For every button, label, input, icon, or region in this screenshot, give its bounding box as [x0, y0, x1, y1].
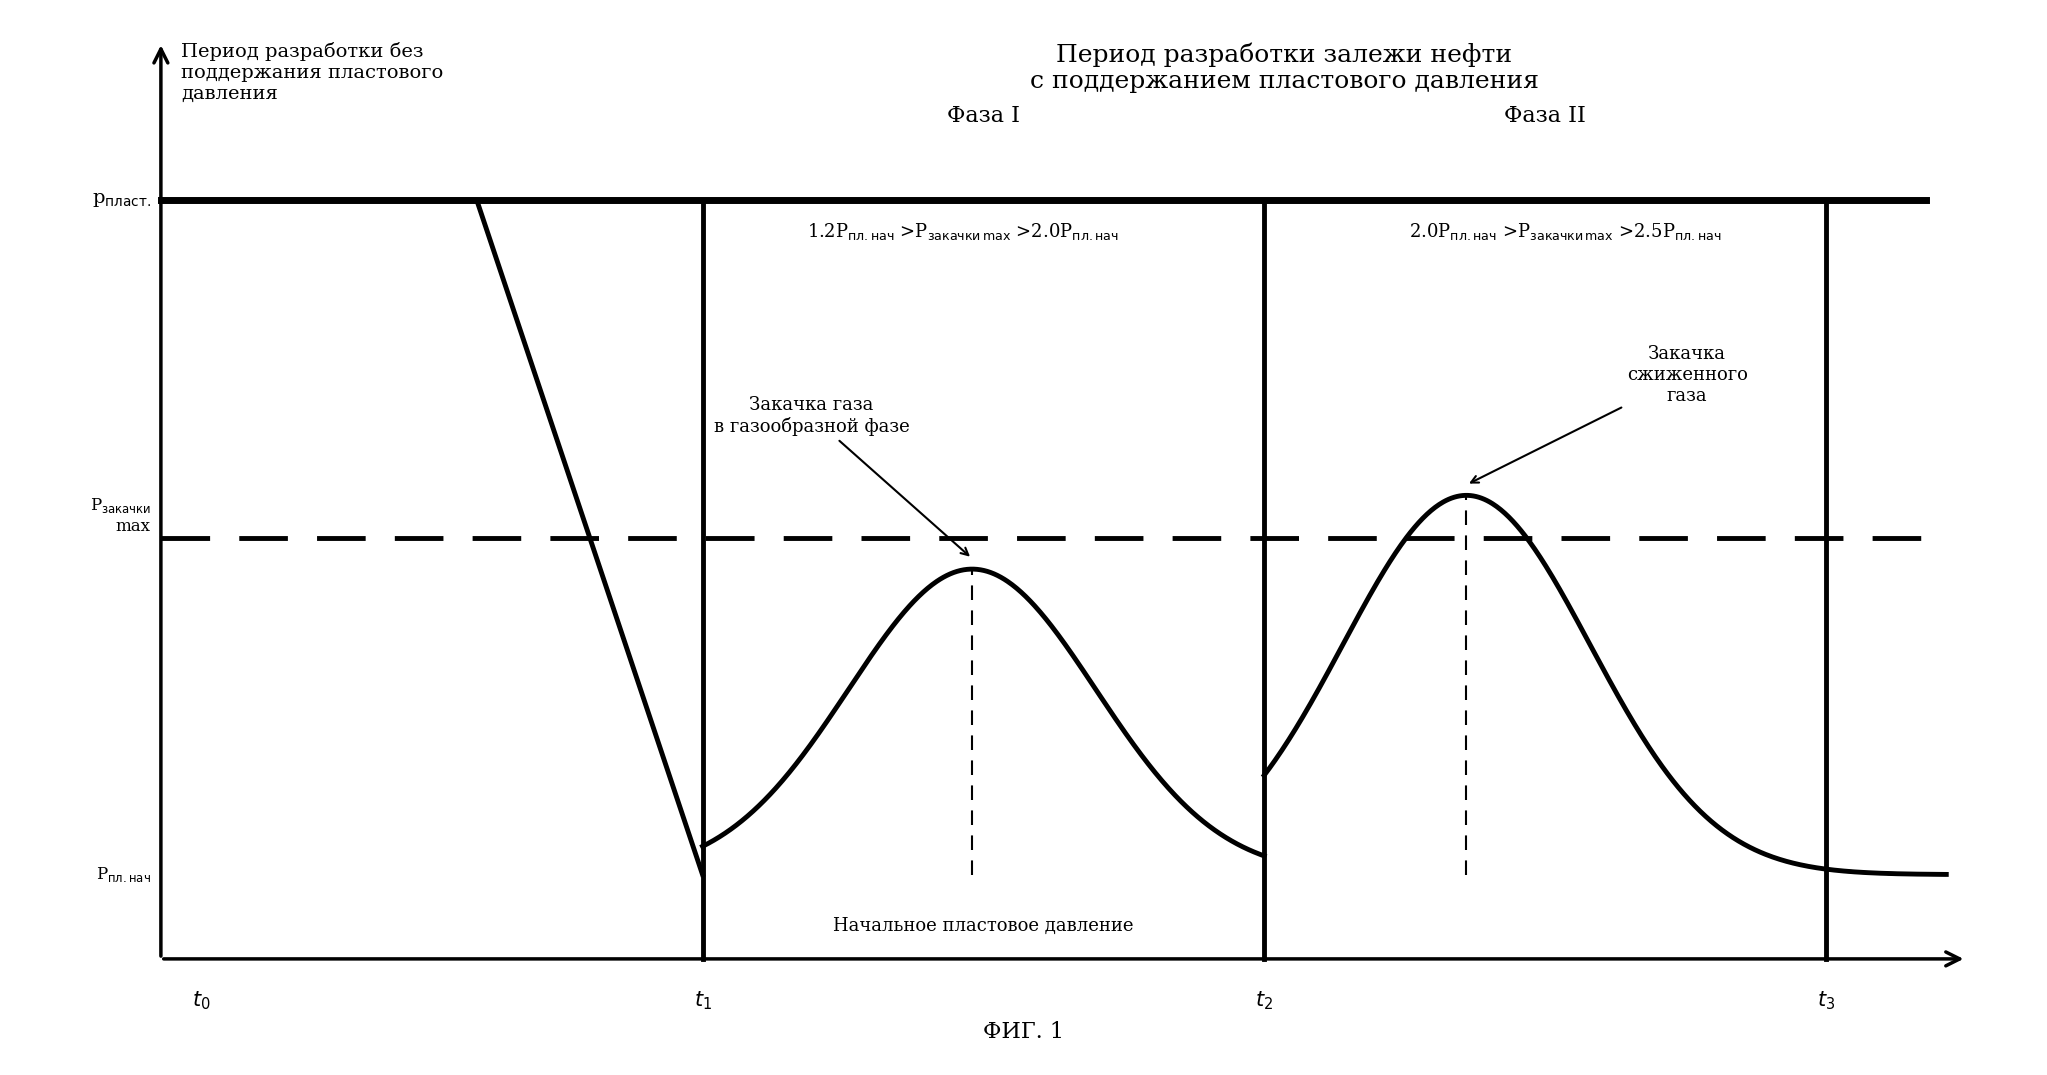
Text: max: max: [117, 518, 151, 535]
Text: 2.0P$_{\mathrm{пл.нач}}$ >P$_{\mathrm{закачки\,max}}$ >2.5P$_{\mathrm{пл.нач}}$: 2.0P$_{\mathrm{пл.нач}}$ >P$_{\mathrm{за…: [1408, 221, 1722, 243]
Text: $t_3$: $t_3$: [1818, 990, 1834, 1013]
Text: Фаза I: Фаза I: [948, 105, 1019, 127]
Text: Закачка газа
в газообразной фазе: Закачка газа в газообразной фазе: [714, 397, 968, 555]
Text: Фаза II: Фаза II: [1505, 105, 1586, 127]
Text: р$_{\mathrm{пласт.}}$: р$_{\mathrm{пласт.}}$: [92, 191, 151, 210]
Text: $t_2$: $t_2$: [1255, 990, 1273, 1013]
Text: Период разработки без
поддержания пластового
давления: Период разработки без поддержания пласто…: [180, 42, 444, 103]
Text: $t_1$: $t_1$: [694, 990, 712, 1013]
Text: $t_0$: $t_0$: [192, 990, 211, 1013]
Text: ФИГ. 1: ФИГ. 1: [983, 1021, 1064, 1043]
Text: Закачка
сжиженного
газа: Закачка сжиженного газа: [1472, 345, 1748, 483]
Text: Р$_{\mathrm{закачки}}$: Р$_{\mathrm{закачки}}$: [90, 497, 151, 515]
Text: Начальное пластовое давление: Начальное пластовое давление: [833, 917, 1134, 935]
Text: Р$_{\mathrm{пл.нач}}$: Р$_{\mathrm{пл.нач}}$: [96, 865, 151, 884]
Text: Период разработки залежи нефти
с поддержанием пластового давления: Период разработки залежи нефти с поддерж…: [1030, 42, 1539, 94]
Text: 1.2P$_{\mathrm{пл.нач}}$ >P$_{\mathrm{закачки\,max}}$ >2.0P$_{\mathrm{пл.нач}}$: 1.2P$_{\mathrm{пл.нач}}$ >P$_{\mathrm{за…: [807, 221, 1120, 243]
